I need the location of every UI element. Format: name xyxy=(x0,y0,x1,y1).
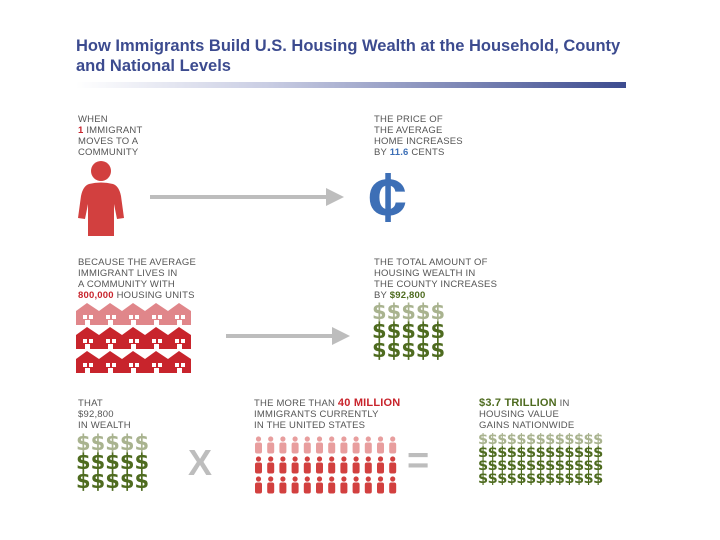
title-underline xyxy=(76,82,626,88)
section3-right-text: $3.7 trillion IN HOUSING VALUE GAINS NAT… xyxy=(479,397,575,432)
dollar-grid-national: $$$$$$$$$$$$$ $$$$$$$$$$$$$ $$$$$$$$$$$$… xyxy=(478,432,603,488)
section2-right-text: THE TOTAL AMOUNT OF HOUSING WEALTH IN TH… xyxy=(374,257,498,301)
person-icon xyxy=(255,476,262,494)
person-icon xyxy=(316,476,323,494)
person-icon xyxy=(279,476,287,494)
arrow-right-icon-2 xyxy=(226,327,350,345)
person-icon xyxy=(377,456,384,474)
person-icon xyxy=(267,456,275,474)
person-icon xyxy=(328,476,336,494)
person-icon xyxy=(352,436,360,454)
person-icon xyxy=(340,456,348,474)
person-icon xyxy=(316,456,323,474)
person-icon xyxy=(303,436,311,454)
person-icon xyxy=(389,456,397,474)
section1-left-text: WHEN 1 IMMIGRANT MOVES TO A COMMUNITY xyxy=(78,114,143,158)
person-icon xyxy=(291,456,299,474)
person-icon xyxy=(340,476,348,494)
people-grid xyxy=(255,436,397,494)
person-icon xyxy=(364,476,372,494)
times-symbol: X xyxy=(188,442,213,483)
person-icon xyxy=(267,436,275,454)
person-icon xyxy=(291,436,299,454)
section3-mid-text: THE MORE THAN 40 million IMMIGRANTS CURR… xyxy=(254,397,401,432)
section3-left-text: THAT $92,800 IN WEALTH xyxy=(78,398,131,431)
equals-symbol: = xyxy=(407,440,430,482)
person-icon xyxy=(291,476,299,494)
person-icon xyxy=(352,456,360,474)
person-icon xyxy=(328,456,336,474)
person-icon xyxy=(389,476,397,494)
page-title: How Immigrants Build U.S. Housing Wealth… xyxy=(76,37,621,75)
person-icon xyxy=(340,436,348,454)
cent-icon: ¢ xyxy=(368,158,407,236)
dollar-grid-wealth: $$$$$ $$$$$ $$$$$ xyxy=(76,431,150,493)
person-icon xyxy=(267,476,275,494)
section2-left-text: BECAUSE THE AVERAGE IMMIGRANT LIVES IN A… xyxy=(78,257,197,301)
person-icon xyxy=(255,456,262,474)
arrow-right-icon xyxy=(150,188,344,206)
person-icon xyxy=(389,436,397,454)
person-icon xyxy=(364,456,372,474)
person-icon xyxy=(316,436,323,454)
person-icon xyxy=(279,436,287,454)
dollar-grid-county: $$$$$ $$$$$ $$$$$ xyxy=(372,300,446,362)
person-icon xyxy=(303,456,311,474)
person-icon xyxy=(328,436,336,454)
person-icon xyxy=(364,436,372,454)
person-icon xyxy=(279,456,287,474)
person-icon xyxy=(255,436,262,454)
person-icon xyxy=(377,476,384,494)
house-grid xyxy=(76,303,191,373)
person-icon xyxy=(303,476,311,494)
person-icon xyxy=(352,476,360,494)
person-icon xyxy=(377,436,384,454)
person-icon xyxy=(78,161,124,236)
section1-right-text: THE PRICE OF THE AVERAGE HOME INCREASES … xyxy=(374,114,463,158)
